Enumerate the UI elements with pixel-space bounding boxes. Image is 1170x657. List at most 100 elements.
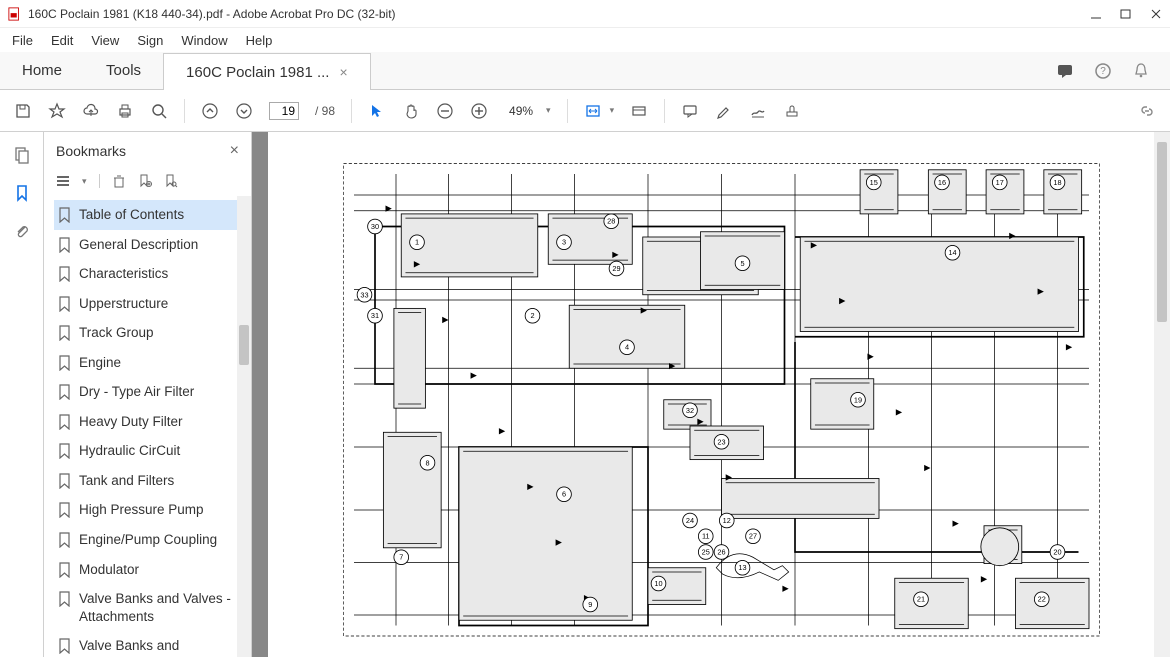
bookmark-item[interactable]: Table of Contents: [54, 200, 237, 230]
save-icon[interactable]: [14, 102, 32, 120]
svg-text:19: 19: [854, 395, 862, 404]
svg-text:5: 5: [740, 259, 744, 268]
svg-text:30: 30: [371, 222, 379, 231]
zoom-dropdown-icon[interactable]: ▾: [546, 105, 551, 116]
read-mode-icon[interactable]: [630, 102, 648, 120]
bookmark-item[interactable]: Dry - Type Air Filter: [54, 377, 237, 407]
document-viewport[interactable]: 1234567891011121314151617181920212223242…: [252, 132, 1170, 657]
stamp-icon[interactable]: [783, 102, 801, 120]
close-button[interactable]: [1150, 8, 1162, 20]
svg-text:33: 33: [360, 290, 368, 299]
bookmark-glyph-icon: [58, 502, 71, 518]
tabs-row: Home Tools 160C Poclain 1981 ... × ?: [0, 52, 1170, 90]
svg-text:9: 9: [588, 600, 592, 609]
menu-view[interactable]: View: [91, 33, 119, 48]
menu-edit[interactable]: Edit: [51, 33, 73, 48]
bookmark-label: Track Group: [79, 324, 154, 342]
tab-close-icon[interactable]: ×: [339, 64, 347, 80]
page-total: / 98: [315, 104, 335, 118]
svg-text:13: 13: [738, 563, 746, 572]
maximize-button[interactable]: [1120, 8, 1132, 20]
tab-home[interactable]: Home: [0, 52, 84, 89]
bookmark-glyph-icon: [58, 296, 71, 312]
bookmark-label: High Pressure Pump: [79, 501, 204, 519]
menu-window[interactable]: Window: [181, 33, 227, 48]
zoom-value[interactable]: 49%: [504, 102, 538, 120]
bookmarks-close-icon[interactable]: ×: [230, 142, 239, 160]
sign-icon[interactable]: [749, 102, 767, 120]
bookmark-item[interactable]: Tank and Filters: [54, 466, 237, 496]
bookmark-label: Dry - Type Air Filter: [79, 383, 194, 401]
search-icon[interactable]: [150, 102, 168, 120]
svg-text:1: 1: [415, 238, 419, 247]
highlight-icon[interactable]: [715, 102, 733, 120]
bookmark-item[interactable]: Engine: [54, 348, 237, 378]
help-icon[interactable]: ?: [1094, 62, 1112, 80]
pointer-icon[interactable]: [368, 102, 386, 120]
print-icon[interactable]: [116, 102, 134, 120]
bookmarks-scrollbar[interactable]: [237, 196, 251, 657]
bell-icon[interactable]: [1132, 62, 1150, 80]
cloud-icon[interactable]: [82, 102, 100, 120]
thumbnails-icon[interactable]: [13, 146, 31, 164]
comment-icon[interactable]: [681, 102, 699, 120]
bookmark-label: Characteristics: [79, 265, 168, 283]
menu-sign[interactable]: Sign: [137, 33, 163, 48]
star-icon[interactable]: [48, 102, 66, 120]
hand-icon[interactable]: [402, 102, 420, 120]
bookmark-glyph-icon: [58, 325, 71, 341]
attachments-icon[interactable]: [13, 222, 31, 240]
find-bookmark-icon[interactable]: [164, 174, 178, 188]
trash-icon[interactable]: [112, 174, 126, 188]
svg-text:31: 31: [371, 311, 379, 320]
bookmarks-panel: Bookmarks × ▾ Table of ContentsGeneral D…: [44, 132, 252, 657]
bookmark-label: Engine/Pump Coupling: [79, 531, 217, 549]
zoom-in-icon[interactable]: [470, 102, 488, 120]
fit-dropdown-icon[interactable]: ▾: [610, 105, 615, 116]
bookmarks-icon[interactable]: [13, 184, 31, 202]
bookmark-label: Valve Banks and Valves - Attachments: [79, 590, 231, 625]
chat-icon[interactable]: [1056, 62, 1074, 80]
bookmark-item[interactable]: High Pressure Pump: [54, 495, 237, 525]
bookmark-item[interactable]: Valve Banks and: [54, 631, 237, 657]
svg-text:16: 16: [938, 178, 946, 187]
menu-file[interactable]: File: [12, 33, 33, 48]
bookmark-glyph-icon: [58, 355, 71, 371]
bookmark-item[interactable]: Hydraulic CirCuit: [54, 436, 237, 466]
link-icon[interactable]: [1138, 102, 1156, 120]
page-input[interactable]: [269, 102, 299, 120]
bookmark-item[interactable]: Valve Banks and Valves - Attachments: [54, 584, 237, 631]
bookmark-item[interactable]: Characteristics: [54, 259, 237, 289]
tab-document[interactable]: 160C Poclain 1981 ... ×: [163, 53, 371, 90]
fit-width-icon[interactable]: [584, 102, 602, 120]
bookmark-glyph-icon: [58, 591, 71, 607]
page-scrollbar[interactable]: [1154, 132, 1170, 657]
bookmark-item[interactable]: General Description: [54, 230, 237, 260]
menu-help[interactable]: Help: [246, 33, 273, 48]
new-bookmark-icon[interactable]: [138, 174, 152, 188]
options-icon[interactable]: [56, 174, 70, 188]
svg-text:27: 27: [749, 532, 757, 541]
titlebar: 160C Poclain 1981 (K18 440-34).pdf - Ado…: [0, 0, 1170, 28]
bookmark-glyph-icon: [58, 562, 71, 578]
page-down-icon[interactable]: [235, 102, 253, 120]
bookmark-item[interactable]: Heavy Duty Filter: [54, 407, 237, 437]
bookmark-item[interactable]: Track Group: [54, 318, 237, 348]
tab-tools[interactable]: Tools: [84, 52, 163, 89]
minimize-button[interactable]: [1090, 8, 1102, 20]
zoom-out-icon[interactable]: [436, 102, 454, 120]
svg-text:11: 11: [702, 532, 710, 541]
bookmark-glyph-icon: [58, 266, 71, 282]
page-up-icon[interactable]: [201, 102, 219, 120]
bookmarks-title: Bookmarks: [56, 143, 126, 159]
svg-text:29: 29: [612, 264, 620, 273]
bookmark-item[interactable]: Engine/Pump Coupling: [54, 525, 237, 555]
bookmark-item[interactable]: Modulator: [54, 555, 237, 585]
svg-text:2: 2: [530, 311, 534, 320]
bookmark-glyph-icon: [58, 384, 71, 400]
menubar: File Edit View Sign Window Help: [0, 28, 1170, 52]
bookmarks-list[interactable]: Table of ContentsGeneral Description Char…: [44, 196, 237, 657]
window-title: 160C Poclain 1981 (K18 440-34).pdf - Ado…: [28, 7, 396, 21]
bookmark-item[interactable]: Upperstructure: [54, 289, 237, 319]
svg-text:3: 3: [562, 238, 566, 247]
